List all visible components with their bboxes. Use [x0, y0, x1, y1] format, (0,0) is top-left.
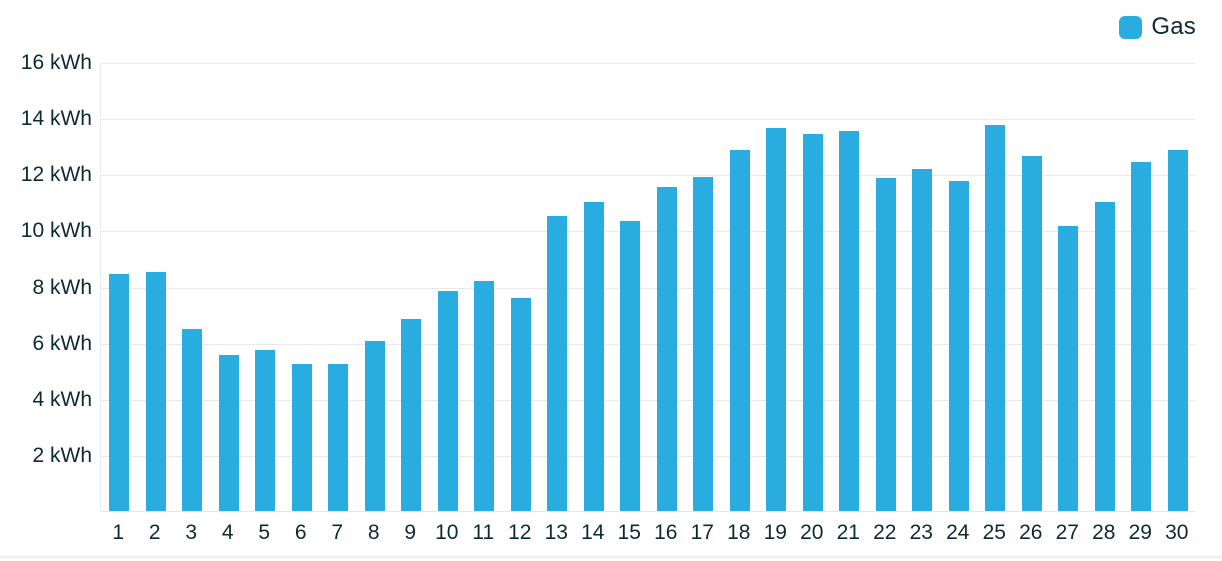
gridline: [101, 399, 1195, 401]
x-axis-tick-label: 17: [690, 521, 714, 544]
gridline: [101, 343, 1195, 345]
bar-day-17[interactable]: [693, 177, 714, 511]
bar-day-13[interactable]: [547, 216, 568, 511]
y-axis-tick-label: 10 kWh: [20, 219, 92, 243]
x-axis-tick-label: 14: [581, 521, 605, 544]
bar-day-21[interactable]: [839, 130, 860, 511]
bar-day-20[interactable]: [802, 133, 823, 511]
bar-day-3[interactable]: [182, 328, 203, 511]
x-axis-tick-label: 29: [1128, 521, 1152, 544]
bar-day-15[interactable]: [620, 220, 641, 511]
y-axis-tick-label: 6 kWh: [32, 331, 92, 355]
x-axis-tick-label: 24: [946, 521, 970, 544]
y-axis-tick-label: 12 kWh: [20, 163, 92, 187]
bar-day-14[interactable]: [583, 202, 604, 511]
bar-day-11[interactable]: [474, 280, 495, 511]
x-axis-tick-label: 20: [800, 521, 824, 544]
legend[interactable]: Gas: [1119, 13, 1196, 41]
x-axis-tick-label: 21: [836, 521, 860, 544]
bar-day-5[interactable]: [255, 349, 276, 511]
y-axis-tick-label: 16 kWh: [20, 51, 92, 74]
gridline: [101, 119, 1195, 121]
bar-day-22[interactable]: [875, 178, 896, 511]
x-axis-tick-label: 30: [1165, 521, 1189, 544]
bar-day-29[interactable]: [1131, 161, 1152, 511]
bar-day-18[interactable]: [729, 150, 750, 511]
bar-day-2[interactable]: [145, 272, 166, 511]
x-axis-tick-label: 10: [435, 521, 459, 544]
gridline: [101, 455, 1195, 457]
gridline: [101, 63, 1195, 64]
bar-day-16[interactable]: [656, 186, 677, 511]
legend-label-gas: Gas: [1151, 13, 1196, 40]
x-axis-tick-label: 6: [294, 521, 307, 544]
y-axis-tick-label: 4 kWh: [32, 387, 92, 411]
gridline: [101, 287, 1195, 289]
bar-day-8[interactable]: [364, 341, 385, 511]
bar-day-9[interactable]: [401, 318, 422, 511]
x-axis-tick-label: 8: [367, 521, 380, 544]
gridline: [101, 175, 1195, 177]
y-axis-tick-label: 8 kWh: [32, 275, 92, 299]
x-axis-tick-label: 9: [404, 521, 417, 544]
bar-day-12[interactable]: [510, 297, 531, 511]
x-axis-tick-label: 5: [258, 521, 271, 544]
x-axis-tick-label: 12: [508, 521, 532, 544]
x-axis-tick-label: 16: [654, 521, 678, 544]
bar-day-10[interactable]: [437, 290, 458, 511]
bar-day-26[interactable]: [1021, 156, 1042, 511]
bar-day-30[interactable]: [1167, 150, 1188, 511]
x-axis-tick-label: 15: [617, 521, 641, 544]
plot-area: [100, 63, 1195, 512]
x-axis-tick-label: 4: [221, 521, 234, 544]
bar-day-28[interactable]: [1094, 202, 1115, 511]
x-axis-tick-label: 13: [544, 521, 568, 544]
x-axis-tick-label: 22: [873, 521, 897, 544]
y-axis-tick-label: 2 kWh: [32, 443, 92, 467]
card-bottom-divider: [0, 556, 1222, 559]
x-axis-tick-label: 3: [185, 521, 198, 544]
x-axis-tick-label: 26: [1019, 521, 1043, 544]
x-axis-tick-label: 23: [909, 521, 933, 544]
x-axis-tick-label: 18: [727, 521, 751, 544]
x-axis-tick-label: 7: [331, 521, 344, 544]
bar-day-23[interactable]: [912, 168, 933, 511]
x-axis-tick-label: 1: [112, 521, 125, 544]
legend-swatch-gas-icon: [1119, 15, 1143, 39]
bar-day-27[interactable]: [1058, 226, 1079, 511]
x-axis-tick-label: 19: [763, 521, 787, 544]
gridline: [101, 231, 1195, 233]
bar-day-24[interactable]: [948, 181, 969, 511]
y-axis-tick-label: 14 kWh: [20, 107, 92, 131]
bar-day-1[interactable]: [109, 273, 130, 511]
bar-day-6[interactable]: [291, 363, 312, 511]
bar-day-4[interactable]: [218, 355, 239, 511]
bar-day-19[interactable]: [766, 127, 787, 511]
x-axis-tick-label: 11: [472, 521, 495, 544]
x-axis-tick-label: 25: [982, 521, 1006, 544]
x-axis-tick-label: 2: [148, 521, 161, 544]
x-axis-tick-label: 28: [1092, 521, 1116, 544]
bar-day-25[interactable]: [985, 125, 1006, 511]
bar-day-7[interactable]: [328, 363, 349, 511]
x-axis-tick-label: 27: [1055, 521, 1079, 544]
